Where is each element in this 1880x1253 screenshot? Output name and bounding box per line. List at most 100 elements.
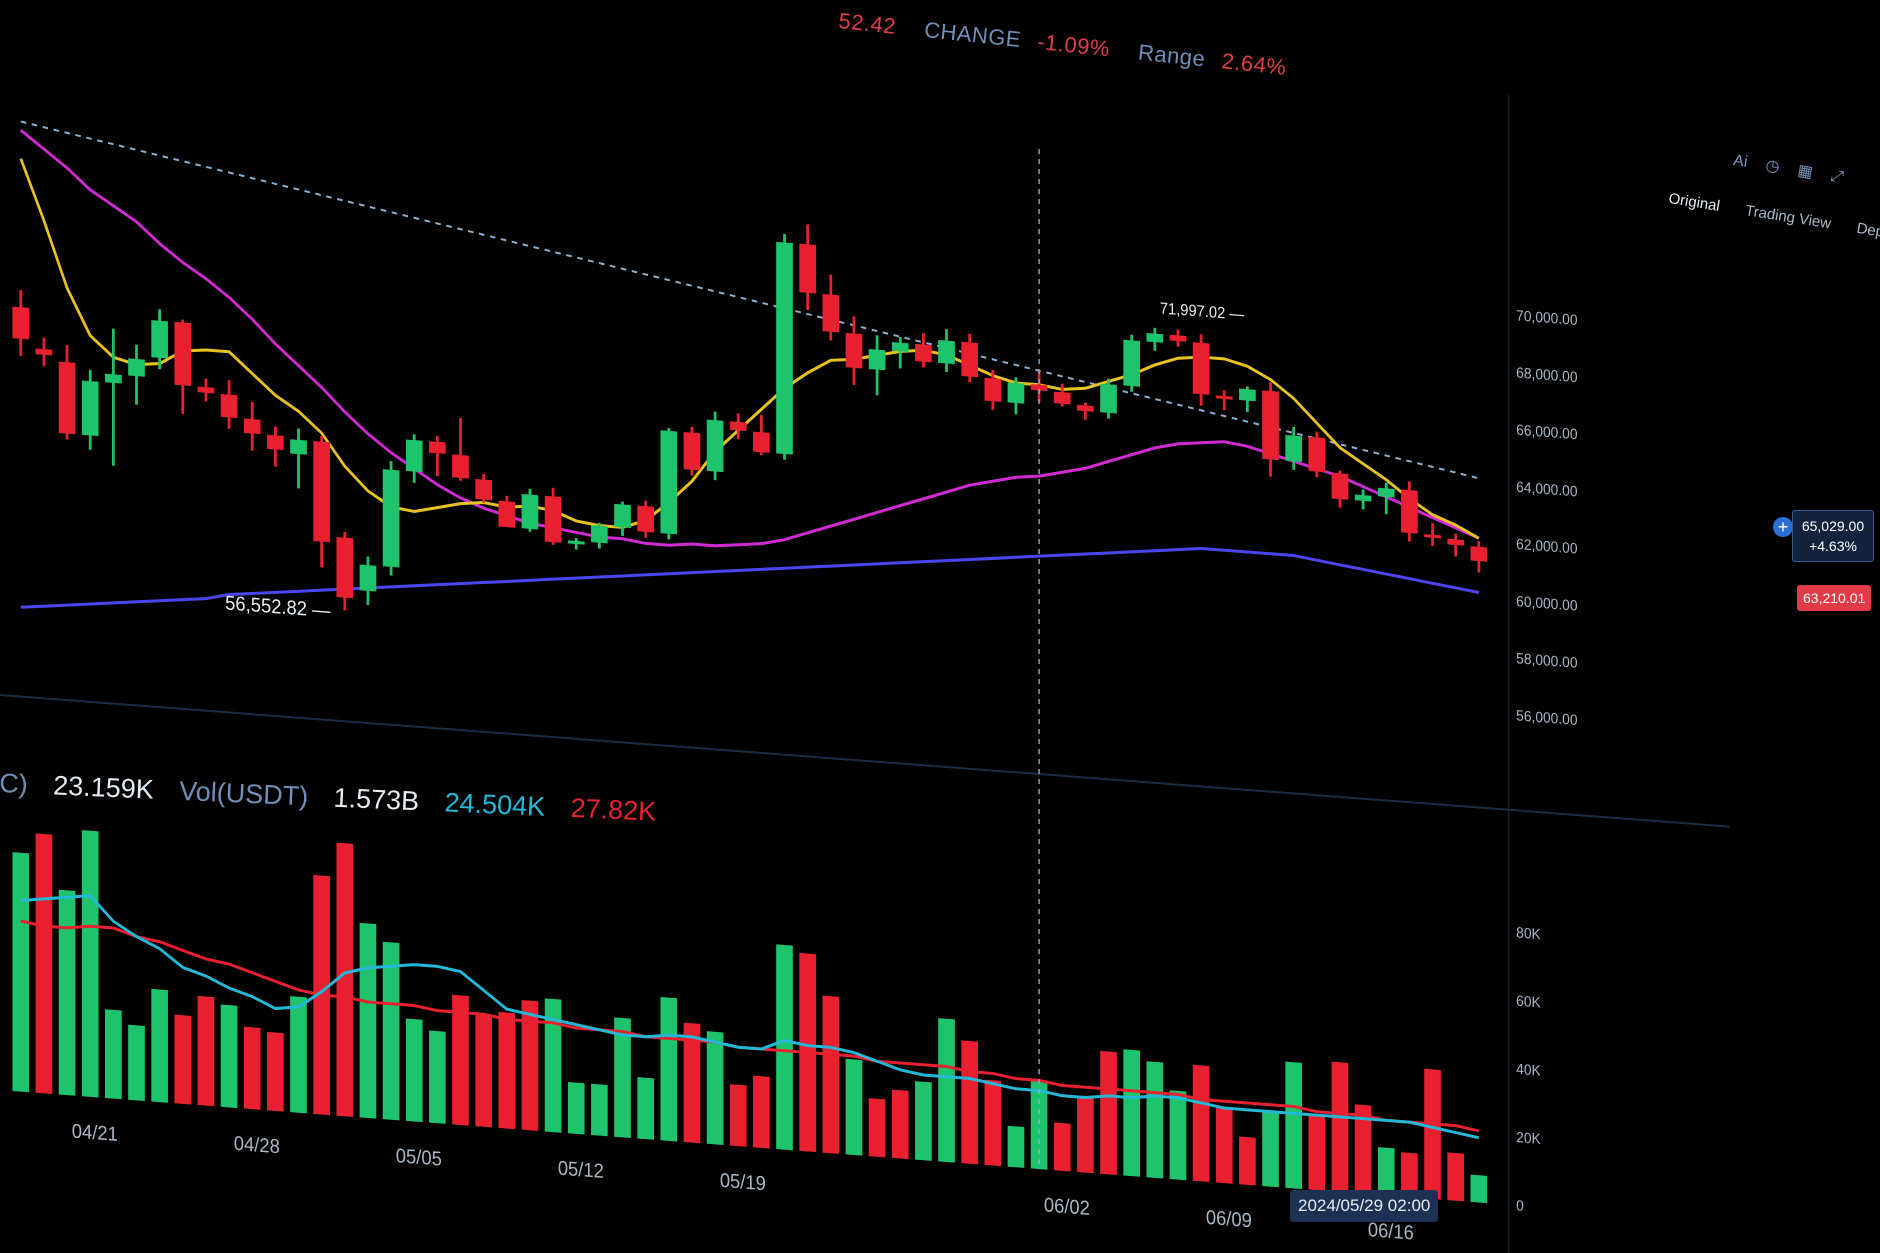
candle-body: [336, 537, 354, 599]
low-annotation: 56,552.82 —: [225, 593, 331, 623]
volume-bar: [938, 1018, 955, 1163]
volume-bar: [660, 996, 678, 1142]
candle-body: [1030, 384, 1048, 392]
high-annotation: 71,997.02 —: [1160, 300, 1245, 324]
add-alert-icon[interactable]: +: [1773, 517, 1793, 537]
volume-bar: [1424, 1068, 1441, 1200]
price-axis: 70,000.00 68,000.00 66,000.00 64,000.00 62,0…: [1516, 308, 1577, 729]
volume-bar: [35, 833, 53, 1094]
volume-bar: [614, 1017, 631, 1138]
volume-bar: [868, 1098, 886, 1158]
volume-bar: [729, 1084, 747, 1147]
volume-bar: [1123, 1049, 1141, 1177]
volume-bar: [1215, 1107, 1233, 1184]
volume-bar: [1308, 1114, 1326, 1191]
expand-icon[interactable]: ⤢: [1829, 167, 1845, 187]
current-price-tag: 65,029.00 +4.63%: [1792, 510, 1874, 562]
candle-body: [637, 505, 654, 533]
candle-body: [151, 320, 168, 359]
volume-tick-label: 20K: [1516, 1130, 1541, 1149]
chart-grid: [0, 94, 1730, 1253]
candle-body: [822, 294, 840, 333]
time-tick-label: 04/28: [234, 1133, 280, 1158]
header-partial-value: 52.42: [837, 8, 898, 39]
candle-body: [915, 343, 932, 363]
candle-body: [452, 454, 469, 479]
volume-tick-label: 0: [1516, 1198, 1524, 1215]
candle-body: [267, 434, 284, 451]
candle-body: [12, 306, 30, 340]
candle-body: [1053, 391, 1071, 405]
price-pane[interactable]: 56,552.82 — 71,997.02 —: [12, 120, 1488, 719]
time-tick-label: 05/12: [558, 1158, 604, 1183]
volume-ma2-line: [20, 919, 1479, 1133]
candle-body: [984, 377, 1002, 402]
volume-bar: [891, 1089, 909, 1160]
volume-pane[interactable]: [12, 818, 1488, 1204]
volume-bar: [290, 996, 307, 1114]
volume-bar: [521, 1000, 539, 1131]
volume-bar: [1169, 1090, 1187, 1181]
volume-label: Vol(USDT): [178, 775, 309, 812]
time-tick-label: 06/02: [1044, 1195, 1090, 1220]
volume-bar: [429, 1030, 446, 1124]
candle-body: [1192, 342, 1210, 395]
candle-body: [1354, 494, 1372, 502]
candle-body: [521, 493, 539, 530]
candle-body: [1123, 339, 1141, 387]
candle-body: [1262, 390, 1279, 461]
candle-body: [753, 431, 770, 453]
price-tick-label: 66,000.00: [1516, 422, 1577, 443]
ma-mid-line: [20, 129, 1480, 548]
candle-body: [961, 341, 978, 378]
volume-bar: [58, 889, 76, 1096]
alarm-icon[interactable]: ◷: [1764, 157, 1781, 177]
time-axis: 04/21 04/28 05/05 05/12 05/19 06/02 06/09 06/16: [72, 1121, 1414, 1245]
volume-value-3: 24.504K: [444, 787, 546, 822]
candle-body: [498, 500, 516, 528]
volume-bar: [336, 842, 354, 1117]
volume-bar: [498, 1011, 516, 1130]
candle-body: [591, 524, 608, 544]
volume-bar: [544, 998, 562, 1133]
volume-bar: [151, 988, 168, 1103]
time-tick-label: 06/09: [1206, 1207, 1252, 1232]
volume-bar: [1192, 1064, 1210, 1183]
candle-body: [429, 441, 446, 454]
trendline: [20, 120, 1479, 480]
volume-bar: [1447, 1152, 1465, 1202]
volume-bar: [452, 994, 469, 1126]
volume-bar: [405, 1018, 423, 1123]
candle-body: [683, 432, 701, 471]
volume-bar: [1470, 1174, 1488, 1204]
volume-bar: [475, 1013, 492, 1128]
ma-slow-line: [20, 546, 1479, 609]
layout-icon[interactable]: ▦: [1796, 162, 1814, 182]
candle-body: [1424, 534, 1441, 539]
volume-tick-label: 80K: [1516, 925, 1541, 944]
candle-body: [1331, 472, 1349, 500]
ai-icon[interactable]: Ai: [1732, 151, 1749, 171]
volume-bar: [1262, 1110, 1279, 1188]
price-tick-label: 58,000.00: [1516, 651, 1577, 672]
volume-prefix: C): [0, 768, 29, 800]
candle-body: [544, 495, 562, 543]
volume-bar: [591, 1083, 608, 1137]
price-tick-label: 64,000.00: [1516, 479, 1577, 500]
candle-body: [1470, 546, 1488, 562]
time-tick-label: 05/19: [720, 1170, 766, 1195]
volume-bar: [267, 1031, 284, 1112]
pane-divider: [0, 694, 1730, 828]
volume-bar: [1030, 1079, 1048, 1170]
candle-body: [799, 243, 816, 294]
price-tick-label: 68,000.00: [1516, 365, 1577, 386]
volume-bar: [637, 1077, 654, 1140]
volume-bar: [197, 995, 215, 1107]
volume-value-2: 1.573B: [333, 782, 420, 817]
candle-body: [405, 439, 423, 473]
volume-bar: [1100, 1050, 1117, 1175]
volume-bar: [961, 1040, 978, 1165]
volume-bar: [12, 852, 30, 1093]
candle-body: [1077, 404, 1094, 412]
